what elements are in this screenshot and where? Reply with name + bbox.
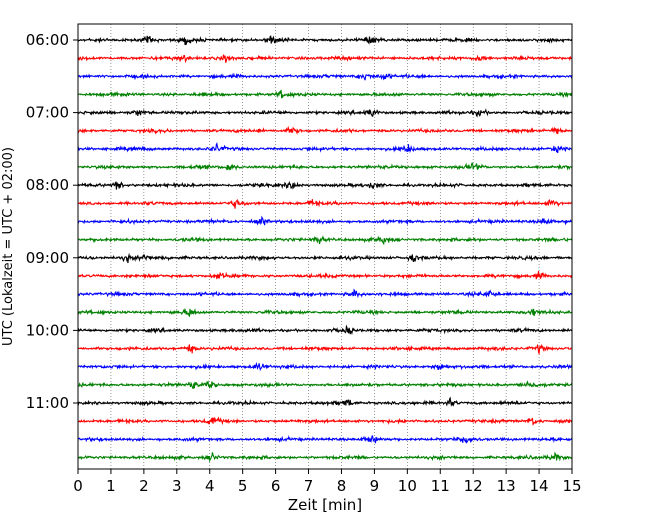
trace-0630 [77,72,573,81]
x-tick-label: 15 [562,477,581,495]
trace-0945 [77,307,573,318]
trace-0600 [77,35,573,46]
trace-0915 [77,271,573,280]
y-tick-label: 11:00 [26,394,69,412]
x-tick-label: 0 [73,477,83,495]
trace-1115 [77,416,573,426]
trace-0845 [77,235,573,246]
x-axis-label: Zeit [min] [288,496,362,514]
trace-1000 [77,324,573,336]
x-tick-label: 13 [497,477,516,495]
x-tick-label: 7 [304,477,314,495]
seismic-traces [77,35,573,463]
y-tick-label: 06:00 [26,31,69,49]
trace-0815 [77,198,573,209]
x-tick-label: 1 [106,477,116,495]
plot-frame [77,23,573,470]
trace-1015 [77,343,573,356]
x-axis-ticks: 0 1 2 3 4 5 6 7 8 9 10 11 12 13 14 15 [73,469,582,495]
x-tick-label: 6 [271,477,281,495]
trace-0645 [77,89,573,99]
x-tick-label: 14 [530,477,549,495]
y-tick-label: 10:00 [26,321,69,339]
trace-0830 [77,215,573,226]
trace-1100 [77,396,573,407]
x-tick-label: 12 [464,477,483,495]
trace-0715 [77,125,573,135]
x-tick-label: 5 [238,477,248,495]
trace-1130 [77,434,573,444]
y-axis-label: UTC (Lokalzeit = UTC + 02:00) [1,147,16,346]
trace-1030 [77,361,573,372]
x-tick-label: 3 [172,477,182,495]
trace-0900 [77,252,573,264]
y-tick-label: 09:00 [26,249,69,267]
trace-1145 [77,451,573,463]
y-tick-label: 08:00 [26,176,69,194]
x-tick-label: 2 [139,477,149,495]
trace-0730 [77,142,573,154]
x-tick-label: 10 [398,477,417,495]
y-tick-label: 07:00 [26,104,69,122]
x-tick-label: 4 [205,477,215,495]
trace-0930 [77,288,573,299]
x-tick-label: 9 [370,477,380,495]
trace-0800 [77,180,573,190]
y-axis-ticks: 06:00 07:00 08:00 09:00 10:00 11:00 [26,31,78,412]
trace-0615 [77,54,573,64]
x-grid [110,24,540,469]
trace-1045 [77,380,573,389]
x-tick-label: 8 [337,477,347,495]
trace-0745 [77,162,573,171]
x-tick-label: 11 [431,477,450,495]
trace-0700 [77,108,573,118]
